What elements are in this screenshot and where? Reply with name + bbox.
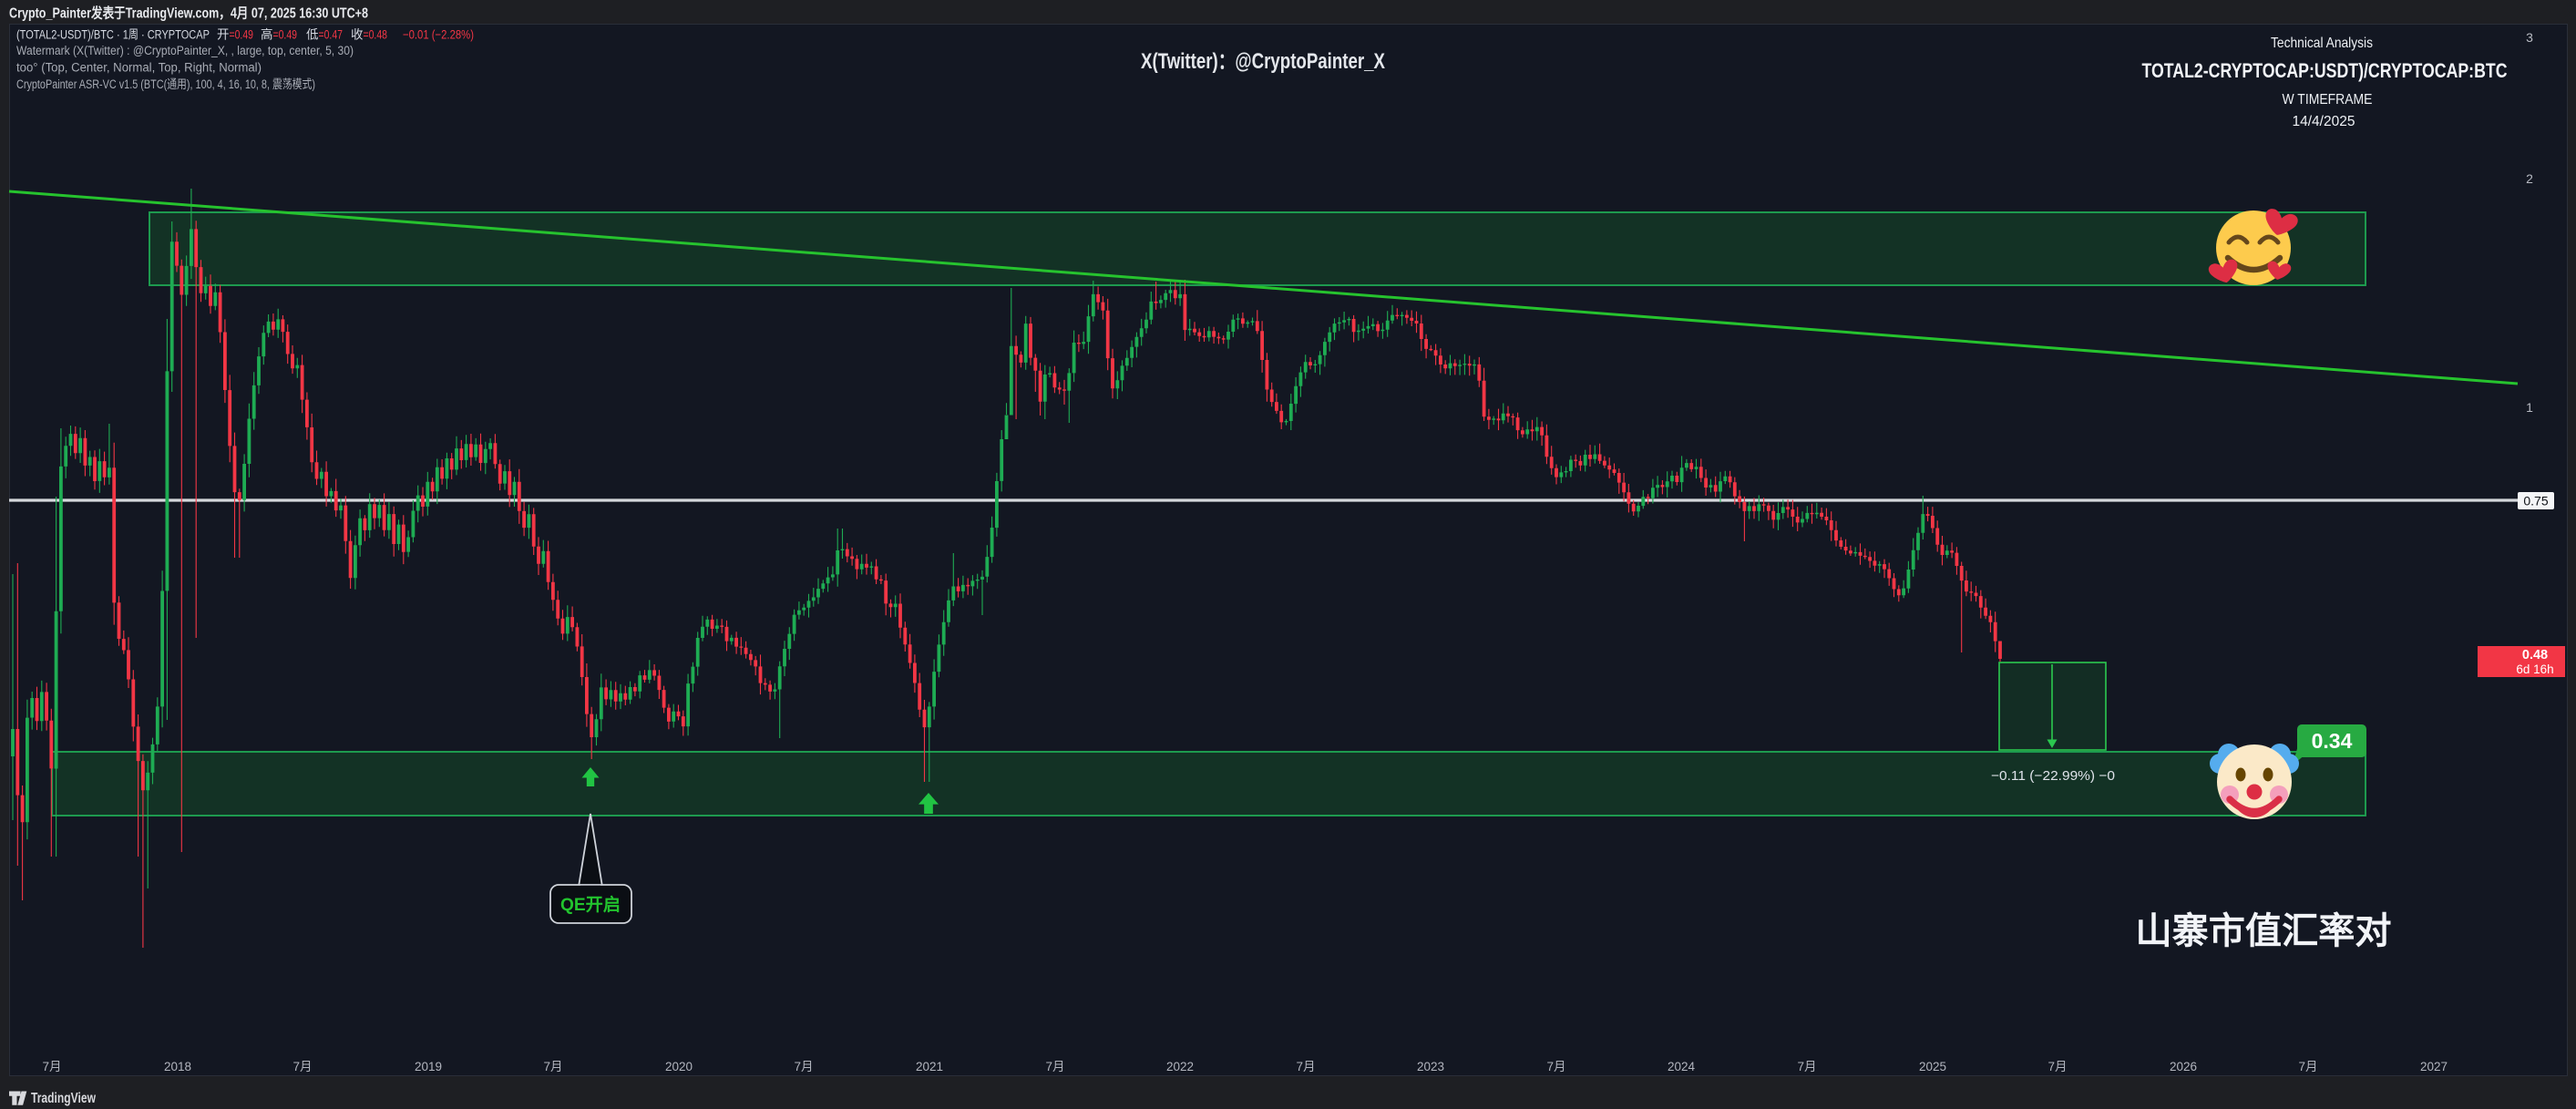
svg-text:收: 收 [351, 28, 364, 42]
svg-text:W TIMEFRAME: W TIMEFRAME [2283, 92, 2373, 108]
svg-text:QE开启: QE开启 [560, 894, 621, 915]
svg-text:3: 3 [2526, 30, 2533, 45]
svg-text:7月: 7月 [794, 1060, 813, 1073]
svg-text:(TOTAL2-USDT)/BTC · 1周 · CRYPT: (TOTAL2-USDT)/BTC · 1周 · CRYPTOCAP [16, 28, 210, 42]
svg-text:too° (Top, Center, Normal, Top: too° (Top, Center, Normal, Top, Right, N… [16, 61, 262, 75]
svg-text:−0.01 (−2.28%): −0.01 (−2.28%) [403, 28, 474, 42]
svg-text:2022: 2022 [1166, 1060, 1194, 1073]
svg-text:−0.11 (−22.99%) −0: −0.11 (−22.99%) −0 [1991, 768, 2115, 784]
svg-text:低: 低 [306, 28, 319, 42]
svg-text:Crypto_Painter发表于TradingView.c: Crypto_Painter发表于TradingView.com，4月 07, … [9, 5, 368, 22]
svg-text:=0.48: =0.48 [364, 28, 388, 42]
svg-text:CryptoPainter ASR-VC v1.5 (BTC: CryptoPainter ASR-VC v1.5 (BTC(通用), 100,… [16, 77, 315, 91]
svg-text:7月: 7月 [2047, 1060, 2067, 1073]
svg-text:7月: 7月 [1546, 1060, 1565, 1073]
svg-text:2: 2 [2526, 171, 2533, 186]
svg-text:2021: 2021 [916, 1060, 943, 1073]
svg-text:Technical Analysis: Technical Analysis [2271, 36, 2373, 51]
svg-text:1: 1 [2526, 400, 2533, 415]
svg-text:2023: 2023 [1417, 1060, 1444, 1073]
svg-text:2020: 2020 [665, 1060, 693, 1073]
svg-text:2019: 2019 [415, 1060, 442, 1073]
svg-text:2027: 2027 [2420, 1060, 2448, 1073]
svg-text:7月: 7月 [1296, 1060, 1315, 1073]
svg-text:7月: 7月 [1045, 1060, 1064, 1073]
svg-text:高: 高 [261, 27, 273, 42]
svg-text:开: 开 [217, 28, 230, 42]
svg-text:山寨市值汇率对: 山寨市值汇率对 [2136, 911, 2392, 951]
svg-text:7月: 7月 [543, 1060, 562, 1073]
svg-text:=0.49: =0.49 [273, 28, 298, 42]
svg-text:X(Twitter)：@CryptoPainter_X: X(Twitter)：@CryptoPainter_X [1141, 49, 1385, 74]
svg-text:0.75: 0.75 [2523, 494, 2548, 508]
svg-text:0.34: 0.34 [2312, 729, 2353, 753]
svg-text:2025: 2025 [1919, 1060, 1946, 1073]
svg-text:7月: 7月 [1797, 1060, 1816, 1073]
svg-text:Watermark (X(Twitter) : @Crypt: Watermark (X(Twitter) : @CryptoPainter_X… [16, 44, 354, 57]
svg-text:2018: 2018 [164, 1060, 191, 1073]
svg-text:7月: 7月 [292, 1060, 312, 1073]
svg-text:2024: 2024 [1668, 1060, 1696, 1073]
svg-text:7月: 7月 [42, 1060, 61, 1073]
svg-text:2026: 2026 [2170, 1060, 2197, 1073]
svg-text:7月: 7月 [2298, 1060, 2317, 1073]
svg-text:6d 16h: 6d 16h [2516, 662, 2553, 676]
svg-text:14/4/2025: 14/4/2025 [2293, 114, 2355, 129]
svg-text:=0.47: =0.47 [319, 28, 344, 42]
svg-text:0.48: 0.48 [2522, 648, 2548, 662]
svg-text:=0.49: =0.49 [230, 28, 254, 42]
svg-text:TOTAL2-CRYPTOCAP:USDT)/CRYPTOC: TOTAL2-CRYPTOCAP:USDT)/CRYPTOCAP:BTC [2142, 59, 2508, 82]
svg-text:TradingView: TradingView [31, 1091, 96, 1106]
